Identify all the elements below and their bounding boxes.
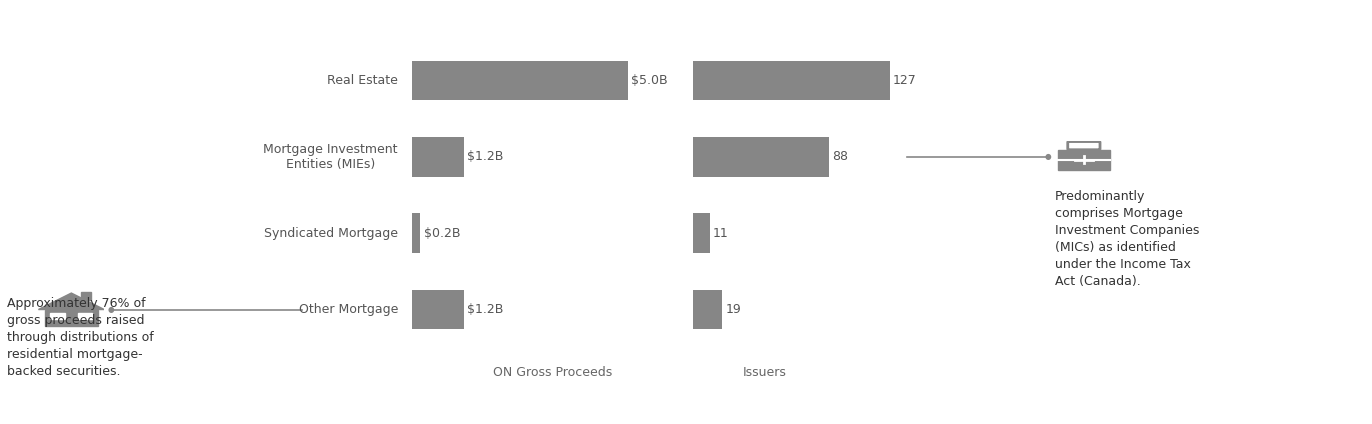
Text: 88: 88 bbox=[833, 151, 848, 163]
Bar bbox=[412, 137, 464, 177]
Bar bbox=[693, 213, 709, 253]
Bar bbox=[412, 61, 628, 100]
Text: ON Gross Proceeds: ON Gross Proceeds bbox=[493, 366, 612, 379]
Polygon shape bbox=[38, 293, 104, 310]
Text: Issuers: Issuers bbox=[744, 366, 786, 379]
Polygon shape bbox=[1058, 150, 1110, 170]
Text: 11: 11 bbox=[713, 227, 729, 240]
Polygon shape bbox=[81, 292, 91, 300]
Bar bbox=[693, 290, 722, 329]
Text: Syndicated Mortgage: Syndicated Mortgage bbox=[263, 227, 398, 240]
Polygon shape bbox=[45, 310, 97, 326]
Bar bbox=[412, 213, 420, 253]
Text: $0.2B: $0.2B bbox=[424, 227, 460, 240]
Polygon shape bbox=[78, 313, 92, 319]
Text: $1.2B: $1.2B bbox=[466, 151, 504, 163]
Bar bbox=[693, 137, 829, 177]
Bar bbox=[412, 290, 464, 329]
Polygon shape bbox=[51, 313, 64, 319]
Text: Predominantly
comprises Mortgage
Investment Companies
(MICs) as identified
under: Predominantly comprises Mortgage Investm… bbox=[1055, 190, 1199, 288]
Bar bbox=[693, 61, 889, 100]
Text: $1.2B: $1.2B bbox=[466, 303, 504, 316]
Text: 127: 127 bbox=[893, 74, 916, 87]
Text: Real Estate: Real Estate bbox=[327, 74, 398, 87]
Text: ●: ● bbox=[1045, 152, 1051, 162]
Text: $5.0B: $5.0B bbox=[631, 74, 668, 87]
Text: Approximately 76% of
gross proceeds raised
through distributions of
residential : Approximately 76% of gross proceeds rais… bbox=[7, 297, 154, 378]
Text: Other Mortgage: Other Mortgage bbox=[299, 303, 398, 316]
Text: Mortgage Investment
Entities (MIEs): Mortgage Investment Entities (MIEs) bbox=[263, 143, 398, 171]
Text: ●: ● bbox=[108, 305, 114, 314]
Text: 19: 19 bbox=[726, 303, 741, 316]
